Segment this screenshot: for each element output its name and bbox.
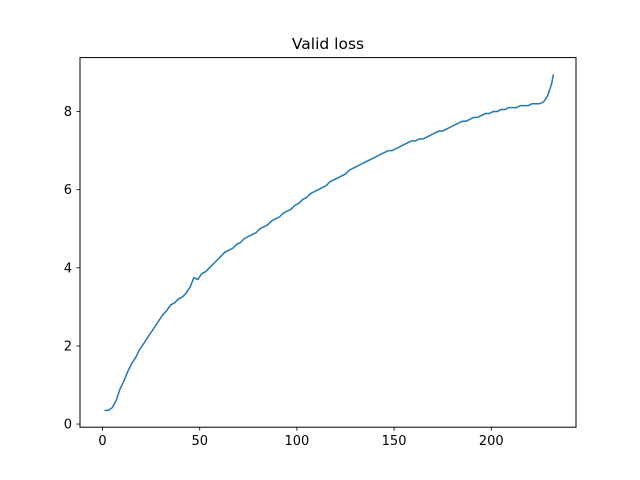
x-axis-ticks: 0 50 100 150 200 xyxy=(98,427,504,449)
y-tick-label: 2 xyxy=(64,339,72,354)
x-tick-label: 0 xyxy=(98,434,106,449)
chart-title: Valid loss xyxy=(292,35,364,53)
x-tick-label: 50 xyxy=(191,434,208,449)
plot-area xyxy=(104,74,555,412)
y-tick-label: 0 xyxy=(64,418,72,433)
y-tick-label: 6 xyxy=(64,183,72,198)
series-line-0 xyxy=(104,74,555,412)
y-tick-label: 4 xyxy=(64,261,72,276)
x-tick-label: 100 xyxy=(284,434,309,449)
x-tick-label: 200 xyxy=(479,434,504,449)
y-tick-label: 8 xyxy=(64,105,72,120)
y-axis-ticks: 0 2 4 6 8 xyxy=(64,105,80,433)
axes-frame xyxy=(79,57,577,428)
x-tick-label: 150 xyxy=(382,434,407,449)
